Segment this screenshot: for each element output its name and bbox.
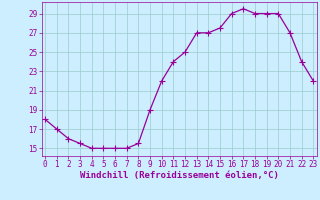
X-axis label: Windchill (Refroidissement éolien,°C): Windchill (Refroidissement éolien,°C) bbox=[80, 171, 279, 180]
